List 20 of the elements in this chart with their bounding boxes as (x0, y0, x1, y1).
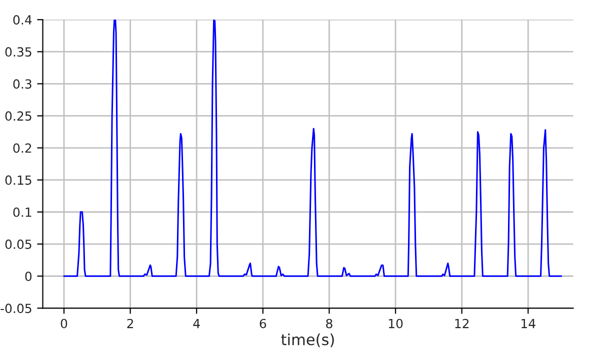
x-tick-label: 0 (60, 318, 68, 328)
y-tick-label: 0.25 (5, 111, 32, 121)
x-tick-label: 10 (388, 318, 403, 328)
y-tick-label: 0 (25, 272, 32, 282)
x-tick-label: 2 (127, 318, 134, 328)
y-tick-label: 0.05 (5, 240, 32, 249)
y-tick-label: -0.05 (0, 304, 32, 314)
y-tick-label: 0.4 (13, 15, 32, 25)
x-tick-label: 14 (522, 318, 536, 328)
y-tick-label: 0.15 (5, 175, 32, 185)
x-tick-label: 6 (260, 318, 266, 328)
line-series (63, 20, 562, 277)
x-tick-label: 8 (326, 318, 332, 328)
y-tick-label: 0.2 (13, 143, 32, 153)
x-tick-label: 4 (193, 318, 200, 328)
y-tick-label: 0.1 (13, 207, 32, 217)
x-tick-label: 12 (455, 318, 469, 328)
y-tick-label: 0.35 (5, 47, 32, 57)
y-tick-label: 0.3 (13, 79, 32, 89)
x-axis-title: time(s) (281, 333, 334, 348)
